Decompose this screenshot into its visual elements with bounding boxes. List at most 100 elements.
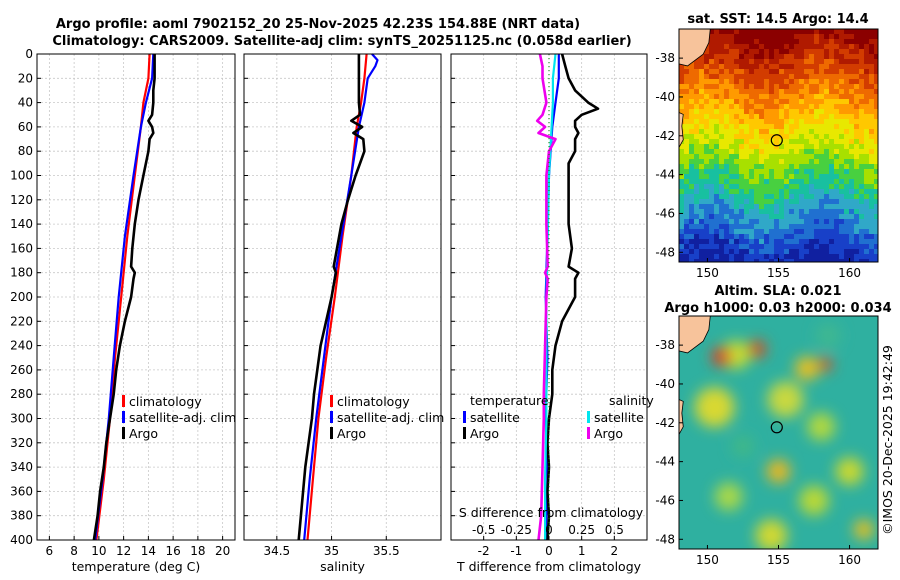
sst-cell <box>734 229 739 234</box>
sst-cell <box>809 144 814 149</box>
sst-cell <box>819 84 824 89</box>
sst-cell <box>774 179 779 184</box>
sst-cell <box>719 254 724 259</box>
sst-cell <box>819 139 824 144</box>
sst-cell <box>779 64 784 69</box>
sst-cell <box>869 79 874 84</box>
sst-cell <box>854 124 859 129</box>
sst-cell <box>814 159 819 164</box>
sst-cell <box>874 174 878 179</box>
sst-cell <box>809 139 814 144</box>
sst-cell <box>854 219 859 224</box>
sst-cell <box>874 259 878 262</box>
sst-cell <box>724 39 729 44</box>
sst-cell <box>764 214 769 219</box>
sst-cell <box>844 179 849 184</box>
sst-cell <box>764 204 769 209</box>
sst-cell <box>829 159 834 164</box>
sst-cell <box>769 79 774 84</box>
sst-cell <box>814 224 819 229</box>
sst-cell <box>814 229 819 234</box>
sst-cell <box>729 244 734 249</box>
sst-cell <box>814 239 819 244</box>
sst-cell <box>844 44 849 49</box>
sst-cell <box>834 234 839 239</box>
sst-cell <box>794 64 799 69</box>
x-tick-label: -1 <box>510 544 522 558</box>
sst-cell <box>809 204 814 209</box>
sst-cell <box>704 179 709 184</box>
sst-cell <box>719 49 724 54</box>
sst-cell <box>754 109 759 114</box>
sst-cell <box>774 169 779 174</box>
sst-cell <box>729 129 734 134</box>
sst-cell <box>789 99 794 104</box>
sst-cell <box>704 99 709 104</box>
sst-cell <box>774 134 779 139</box>
sst-cell <box>824 49 829 54</box>
sst-cell <box>869 99 874 104</box>
sst-cell <box>849 89 854 94</box>
sst-cell <box>804 59 809 64</box>
sst-cell <box>804 74 809 79</box>
sst-cell <box>719 234 724 239</box>
sst-cell <box>784 119 789 124</box>
sst-cell <box>719 99 724 104</box>
sst-cell <box>794 204 799 209</box>
sst-cell <box>854 44 859 49</box>
sst-cell <box>794 49 799 54</box>
s-tick-label: -0.5 <box>472 523 495 537</box>
sst-cell <box>779 174 784 179</box>
sst-cell <box>859 204 864 209</box>
sst-cell <box>839 209 844 214</box>
sst-cell <box>724 239 729 244</box>
sst-cell <box>769 224 774 229</box>
sst-cell <box>809 104 814 109</box>
sst-cell <box>794 139 799 144</box>
sst-cell <box>794 189 799 194</box>
sst-cell <box>859 49 864 54</box>
sst-cell <box>704 209 709 214</box>
sst-cell <box>819 29 824 34</box>
sst-cell <box>859 244 864 249</box>
sst-cell <box>809 29 814 34</box>
sst-cell <box>719 144 724 149</box>
sst-cell <box>724 104 729 109</box>
sst-cell <box>774 194 779 199</box>
sst-cell <box>814 174 819 179</box>
sst-cell <box>839 219 844 224</box>
sst-cell <box>709 44 714 49</box>
sst-cell <box>859 249 864 254</box>
sst-cell <box>759 229 764 234</box>
sst-cell <box>764 239 769 244</box>
legend-label: Argo <box>337 426 366 441</box>
sst-cell <box>739 239 744 244</box>
sst-cell <box>779 179 784 184</box>
sst-cell <box>719 259 724 262</box>
legend-label: satellite <box>470 410 520 425</box>
sst-cell <box>714 149 719 154</box>
sst-cell <box>854 164 859 169</box>
sst-cell <box>814 44 819 49</box>
sst-cell <box>849 229 854 234</box>
sst-cell <box>739 44 744 49</box>
sst-cell <box>709 34 714 39</box>
sst-cell <box>734 179 739 184</box>
sst-cell <box>729 239 734 244</box>
sst-cell <box>869 49 874 54</box>
sst-cell <box>729 99 734 104</box>
sst-cell <box>829 239 834 244</box>
sst-cell <box>774 249 779 254</box>
sst-cell <box>774 124 779 129</box>
sst-cell <box>799 104 804 109</box>
sst-cell <box>789 89 794 94</box>
sst-cell <box>739 249 744 254</box>
sla-anomaly-blob <box>799 485 830 516</box>
sst-cell <box>824 184 829 189</box>
sst-cell <box>709 229 714 234</box>
sst-cell <box>719 199 724 204</box>
sst-cell <box>789 234 794 239</box>
sst-cell <box>824 164 829 169</box>
sst-cell <box>689 74 694 79</box>
sst-cell <box>869 109 874 114</box>
